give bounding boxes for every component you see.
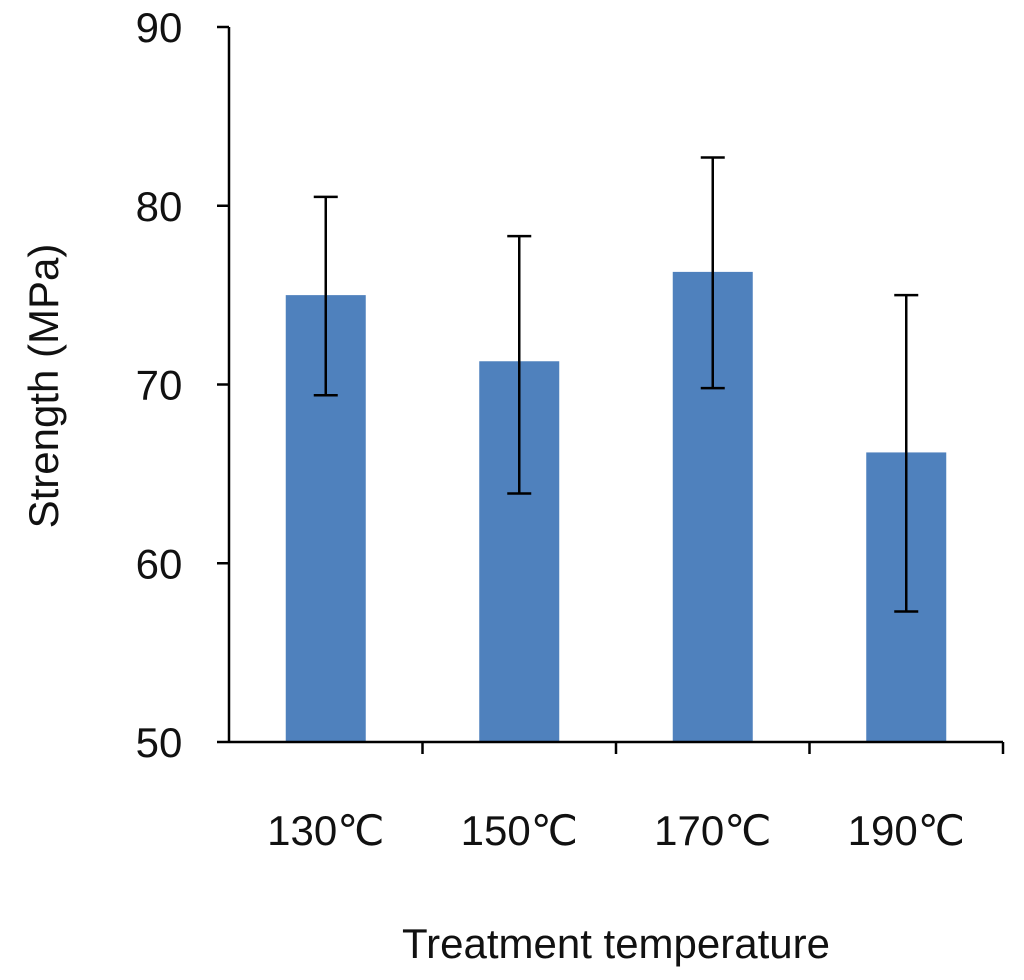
x-tick-label-1: 150℃	[461, 807, 578, 854]
y-tick-label-3: 80	[136, 183, 183, 230]
axes-layer	[217, 25, 1005, 754]
y-tick-label-1: 60	[136, 540, 183, 587]
bars-layer	[285, 271, 947, 742]
x-axis-title: Treatment temperature	[402, 920, 830, 967]
y-tick-label-0: 50	[136, 719, 183, 766]
y-tick-label-4: 90	[136, 4, 183, 51]
y-axis-title: Strength (MPa)	[20, 244, 67, 529]
x-tick-label-3: 190℃	[848, 807, 965, 854]
labels-layer: 50 60 70 80 90 130℃ 150℃ 170℃ 190℃ Treatment temp…	[20, 4, 965, 967]
y-tick-label-2: 70	[136, 362, 183, 409]
x-tick-label-0: 130℃	[267, 807, 384, 854]
error-bars-layer	[313, 156, 919, 613]
x-tick-label-2: 170℃	[654, 807, 771, 854]
